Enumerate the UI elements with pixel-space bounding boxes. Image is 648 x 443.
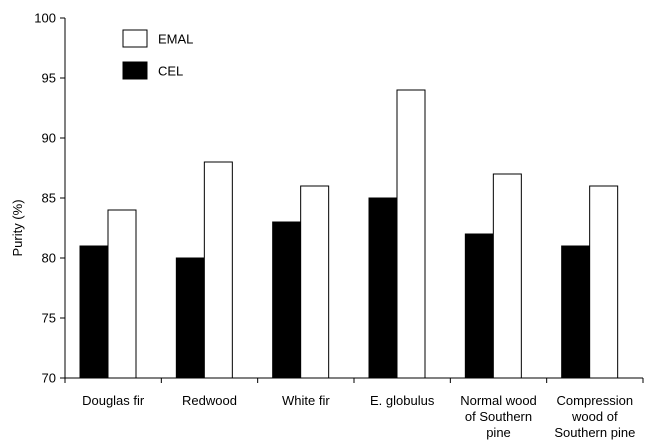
y-tick-label: 70	[42, 371, 56, 386]
legend-label-cel: CEL	[158, 64, 183, 79]
bars-layer	[79, 89, 619, 379]
x-category-label-line: Normal wood	[460, 393, 537, 408]
bar-emal-4	[492, 173, 522, 379]
x-category-label-line: White fir	[282, 393, 330, 408]
labels-layer: 70 75 80 85 90 95 100 Douglas fir Redwood White f…	[34, 11, 635, 441]
x-category-label: Redwood	[182, 393, 237, 408]
x-category-label-line: Douglas fir	[82, 393, 145, 408]
x-category-label: E. globulus	[370, 393, 435, 408]
bar-cel-5	[561, 245, 591, 379]
axes-layer	[60, 17, 644, 383]
bar-cel-4	[464, 233, 494, 379]
bar-emal-0	[107, 209, 137, 379]
legend-swatch-emal	[122, 29, 148, 48]
x-category-label-line: Redwood	[182, 393, 237, 408]
x-category-label-line: Southern pine	[554, 425, 635, 440]
bar-emal-2	[300, 185, 330, 379]
x-category-label-line: of Southern	[465, 409, 532, 424]
y-tick-label: 95	[42, 71, 56, 86]
bar-cel-2	[272, 221, 302, 379]
x-category-label: Normal wood of Southern pine	[460, 393, 537, 440]
legend-swatch-cel	[122, 61, 148, 80]
legend-label-emal: EMAL	[158, 32, 193, 47]
x-category-label: White fir	[282, 393, 330, 408]
bar-cel-3	[368, 197, 398, 379]
y-tick-label: 75	[42, 311, 56, 326]
x-category-label-line: Compression	[557, 393, 634, 408]
bar-emal-3	[396, 89, 426, 379]
y-tick-label: 100	[34, 11, 56, 26]
x-category-label-line: wood of	[571, 409, 618, 424]
bar-emal-1	[203, 161, 233, 379]
x-category-label: Compression wood of Southern pine	[554, 393, 635, 440]
y-tick-label: 85	[42, 191, 56, 206]
y-tick-label: 90	[42, 131, 56, 146]
x-category-label-line: E. globulus	[370, 393, 435, 408]
bar-cel-0	[79, 245, 109, 379]
legend: EMAL CEL	[122, 29, 193, 80]
bar-emal-5	[589, 185, 619, 379]
y-axis-title: Purity (%)	[10, 199, 25, 256]
bar-cel-1	[175, 257, 205, 379]
x-category-label: Douglas fir	[82, 393, 145, 408]
x-category-label-line: pine	[486, 425, 511, 440]
y-tick-label: 80	[42, 251, 56, 266]
